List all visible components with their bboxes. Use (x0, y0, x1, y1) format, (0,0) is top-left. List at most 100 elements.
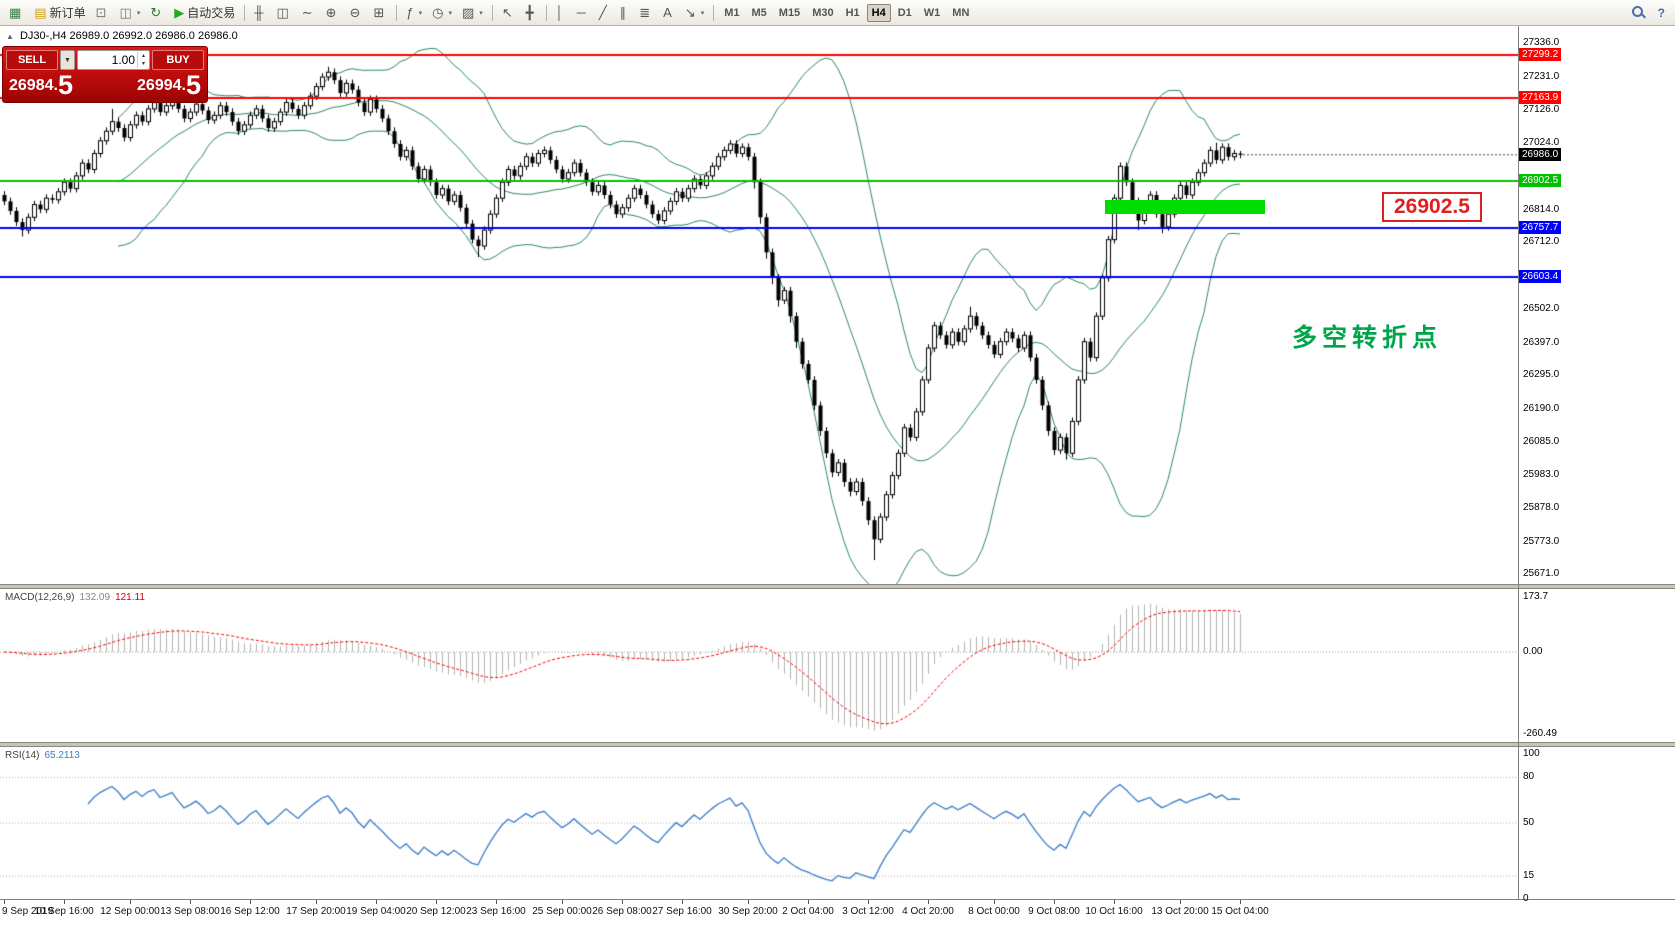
auto-trading-button[interactable]: ▶ 自动交易 (170, 2, 239, 24)
timeframe-m30[interactable]: M30 (812, 6, 834, 19)
time-axis-label: 10 Sep 16:00 (34, 906, 94, 917)
time-axis-label: 26 Sep 08:00 (592, 906, 652, 917)
price-axis-label: 27231.0 (1523, 71, 1560, 82)
help-icon[interactable]: ? (1657, 5, 1665, 20)
profiles-icon[interactable]: ◫ ▾ (116, 2, 145, 24)
current-price-badge: 26986.0 (1519, 148, 1562, 161)
timeframe-m1[interactable]: M1 (724, 6, 740, 19)
auto-trading-icon: ▶ (174, 5, 185, 20)
new-order-button[interactable]: ▤ 新订单 (30, 2, 89, 24)
timeframe-h1[interactable]: H1 (845, 6, 860, 19)
periods-icon: ◷ (432, 5, 444, 20)
line-chart-icon[interactable]: ∼ (298, 2, 320, 24)
price-axis-border (1518, 26, 1519, 949)
chart-annotation[interactable]: 多空转折点 (1292, 324, 1443, 352)
chart-window: ▲ DJ30-,H4 26989.0 26992.0 26986.0 26986… (0, 26, 1675, 949)
tile-windows-icon[interactable]: ⊞ (369, 2, 391, 24)
volume-spinner[interactable]: ▴ ▾ (137, 52, 149, 68)
timeframe-m5[interactable]: M5 (751, 6, 767, 19)
chevron-down-icon: ▾ (448, 9, 452, 17)
trendline-icon[interactable]: ╱ (595, 2, 614, 24)
price-line-badge: 26603.4 (1519, 270, 1562, 283)
timeframe-d1[interactable]: D1 (897, 6, 912, 19)
chevron-down-icon: ▾ (136, 9, 141, 17)
macd-header: MACD(12,26,9) 132.09 121.11 (5, 592, 145, 603)
time-axis-label: 4 Oct 20:00 (902, 906, 954, 917)
time-axis: 9 Sep 2019 10 Sep 16:00 12 Sep 00:00 13 Sep… (0, 899, 1675, 949)
rsi-panel[interactable] (0, 747, 1518, 899)
vertical-line-icon[interactable]: │ (552, 2, 571, 24)
templates-icon[interactable]: ▨ ▾ (458, 2, 487, 24)
sell-button[interactable]: SELL (6, 50, 58, 70)
time-axis-tick (868, 900, 869, 904)
chart-icon[interactable]: ▦ (5, 2, 28, 24)
toolbar-separator (545, 4, 547, 21)
fibonacci-icon[interactable]: ≣ (635, 2, 657, 24)
bar-chart-icon[interactable]: ╫ (250, 2, 270, 24)
time-axis-tick (1180, 900, 1181, 904)
time-axis-label: 9 Oct 08:00 (1028, 906, 1080, 917)
price-axis-label: 26814.0 (1523, 204, 1560, 215)
chart-screenshot-icon[interactable]: ⊡ (92, 2, 114, 24)
new-order-icon: ▤ (34, 5, 47, 20)
indicators-icon[interactable]: ƒ ▾ (402, 2, 426, 24)
toolbar-right-group: ? (1625, 5, 1671, 20)
panel-divider-rsi[interactable] (0, 742, 1675, 747)
zoom-in-icon: ⊕ (325, 5, 337, 20)
price-axis-label: 26085.0 (1523, 436, 1560, 447)
time-axis-tick (994, 900, 995, 904)
zoom-in-icon[interactable]: ⊕ (322, 2, 344, 24)
crosshair-icon[interactable]: ╋ (522, 2, 541, 24)
text-label-icon[interactable]: A (659, 2, 679, 24)
chart-screenshot-icon: ⊡ (95, 5, 107, 20)
timeframe-w1[interactable]: W1 (923, 6, 941, 19)
macd-panel[interactable] (0, 589, 1518, 742)
buy-price[interactable]: 26994. 5 (137, 70, 201, 100)
volume-dropdown-button[interactable]: ▼ (60, 50, 75, 70)
volume-field[interactable]: 1.00 ▴ ▾ (77, 50, 150, 70)
buy-price-main: 26994 (137, 77, 182, 94)
price-axis-label: 26397.0 (1523, 337, 1560, 348)
time-axis-label: 9 Sep 2019 (2, 906, 54, 917)
search-icon[interactable] (1631, 5, 1646, 20)
timeframe-m15[interactable]: M15 (778, 6, 801, 19)
toolbar-separator (244, 4, 246, 21)
timeframe-h4[interactable]: H4 (866, 3, 891, 22)
horizontal-line-icon[interactable]: ─ (573, 2, 593, 24)
support-zone-highlight[interactable] (1105, 200, 1265, 214)
time-axis-tick (316, 900, 317, 904)
time-axis-tick (190, 900, 191, 904)
price-line-badge: 26902.5 (1519, 174, 1562, 187)
time-axis-label: 17 Sep 20:00 (286, 906, 346, 917)
panel-divider-macd[interactable] (0, 584, 1675, 589)
zoom-out-icon[interactable]: ⊖ (346, 2, 368, 24)
time-axis-label: 8 Oct 00:00 (968, 906, 1020, 917)
spinner-up-icon[interactable]: ▴ (141, 53, 145, 59)
equidistant-channel-icon[interactable]: ∥ (616, 2, 634, 24)
collapse-panel-icon[interactable]: ▲ (6, 32, 14, 41)
macd-value: 132.09 (79, 592, 111, 603)
time-axis-tick (64, 900, 65, 904)
refresh-icon[interactable]: ↻ (146, 2, 168, 24)
rsi-header: RSI(14) 65.2113 (5, 750, 80, 761)
price-axis-label: 26502.0 (1523, 303, 1560, 314)
time-axis-tick (1114, 900, 1115, 904)
timeframe-mn[interactable]: MN (952, 6, 970, 19)
macd-axis-label: 0.00 (1523, 646, 1543, 657)
main-chart[interactable] (0, 26, 1518, 584)
price-callout[interactable]: 26902.5 (1382, 192, 1482, 222)
buy-button[interactable]: BUY (152, 50, 204, 70)
time-axis-tick (682, 900, 683, 904)
time-axis-tick (130, 900, 131, 904)
time-axis-tick (4, 900, 5, 904)
time-axis-tick (808, 900, 809, 904)
candlestick-chart-icon[interactable]: ◫ (272, 2, 295, 24)
sell-price[interactable]: 26984. 5 (9, 70, 73, 100)
chart-quote-line: ▲ DJ30-,H4 26989.0 26992.0 26986.0 26986… (6, 30, 238, 42)
spinner-down-icon[interactable]: ▾ (141, 61, 145, 67)
periods-icon[interactable]: ◷ ▾ (428, 2, 456, 24)
cursor-icon[interactable]: ↖ (498, 2, 520, 24)
time-axis-tick (1054, 900, 1055, 904)
arrows-icon[interactable]: ↘ ▾ (681, 2, 708, 24)
